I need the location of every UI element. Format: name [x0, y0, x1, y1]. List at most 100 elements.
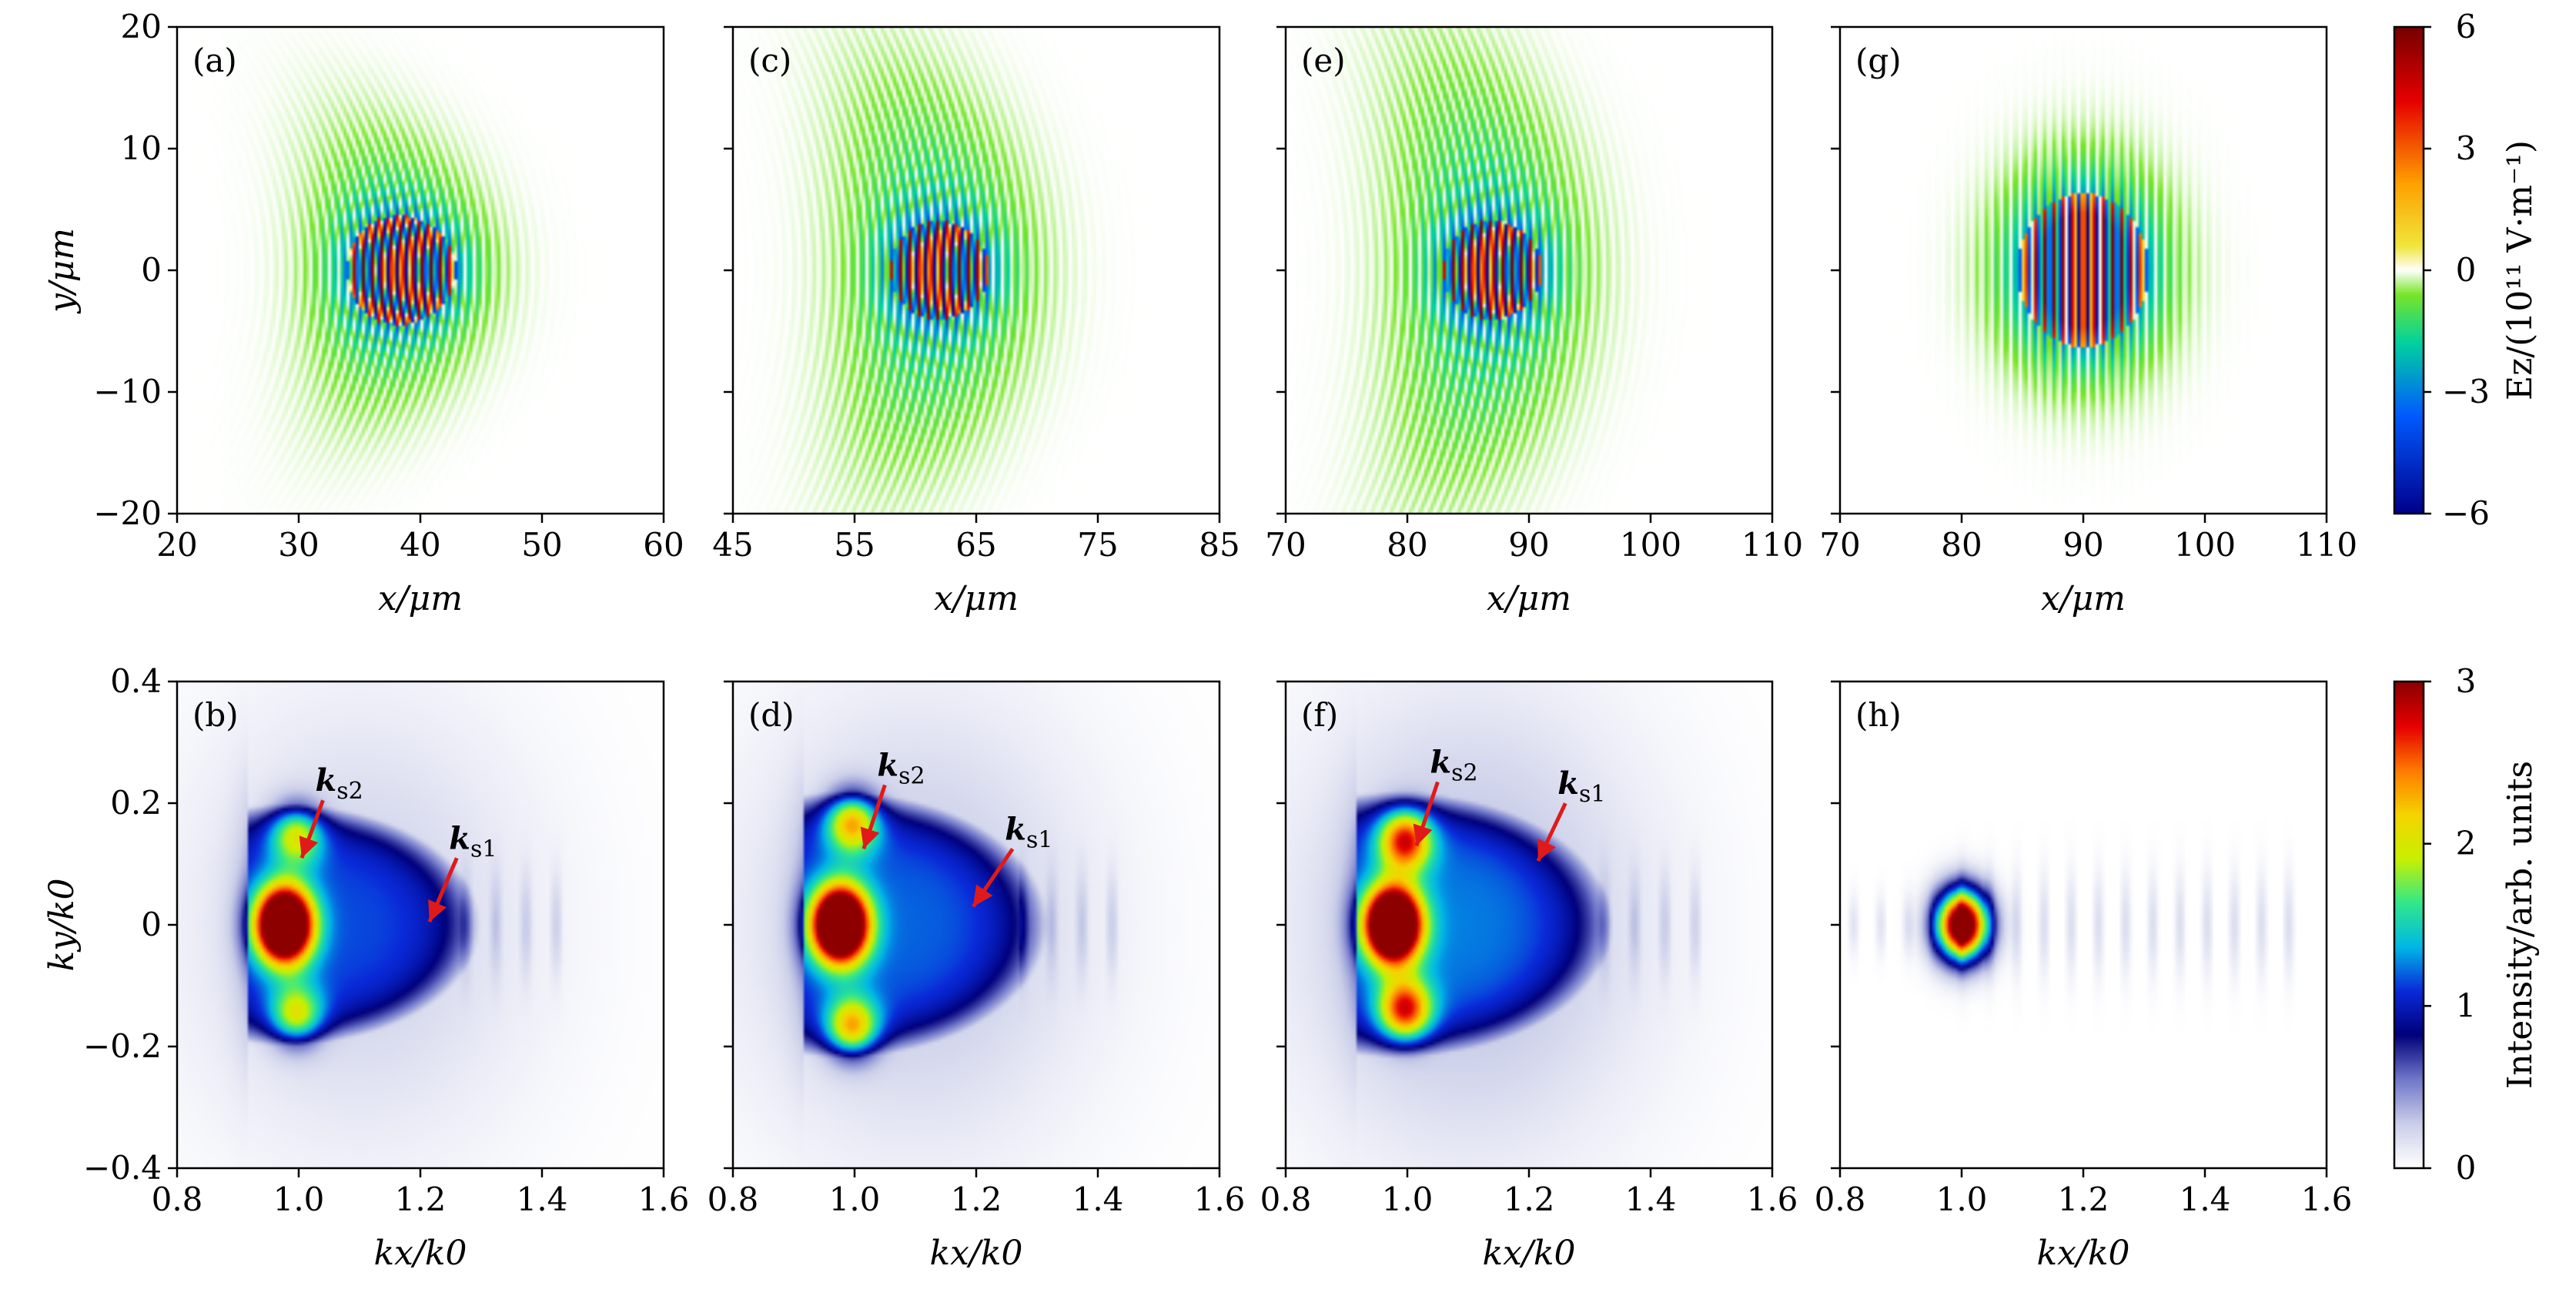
colorbar-gradient — [2394, 27, 2424, 514]
x-tick-label: 85 — [1199, 526, 1239, 564]
panel-d: 0.8 1.0 1.2 1.4 1.6 (d) kx/k0 ks2 ks1 — [708, 680, 1246, 1273]
x-tick-label: 1.2 — [1504, 1180, 1555, 1218]
x-tick-label: 60 — [643, 526, 684, 564]
x-tick-label: 0.8 — [1815, 1180, 1866, 1218]
x-tick-label: 1.0 — [1382, 1180, 1434, 1218]
panel-h: 0.8 1.0 1.2 1.4 1.6 (h) kx/k0 — [1815, 680, 2353, 1273]
x-axis-label: x/μm — [378, 579, 463, 618]
x-tick-label: 1.2 — [395, 1180, 447, 1218]
x-tick-label: 80 — [1387, 526, 1427, 564]
panel-e: 70 80 90 100 110 (e) x/μm — [1265, 25, 1803, 618]
panel-label: (d) — [748, 696, 795, 734]
heatmap-f — [1286, 681, 1772, 1168]
annotation-label: ks2 — [1430, 745, 1477, 787]
x-tick-label: 1.4 — [2180, 1180, 2231, 1218]
x-axis-label: kx/k0 — [930, 1234, 1023, 1273]
x-tick-label: 1.6 — [638, 1180, 690, 1218]
x-tick-label: 1.0 — [1936, 1180, 1988, 1218]
heatmap-g — [1840, 27, 2327, 514]
annotation-label: ks1 — [1005, 811, 1052, 853]
x-axis-label: kx/k0 — [2037, 1234, 2130, 1273]
x-tick-label: 1.2 — [2058, 1180, 2109, 1218]
annotation-arrowhead — [973, 884, 993, 907]
y-axis-label: ky/k0 — [42, 879, 82, 972]
annotation-label: ks1 — [449, 820, 497, 862]
heatmap-c — [733, 27, 1219, 514]
x-tick-label: 65 — [955, 526, 996, 564]
y-axis-label: y/μm — [42, 228, 82, 314]
heatmap-h — [1840, 681, 2327, 1168]
annotation-arrowhead — [860, 826, 880, 849]
x-axis-label: kx/k0 — [1483, 1234, 1576, 1273]
panel-a: 20 30 40 50 60 20 10 0 −10 −20 (a) x/μm y/μm — [42, 8, 684, 618]
panel-b: 0.8 1.0 1.2 1.4 1.6 0.4 0.2 0 −0.2 −0.4 (b) kx/k0 ky… — [42, 662, 689, 1273]
x-tick-label: 50 — [521, 526, 562, 564]
panel-label: (e) — [1301, 42, 1346, 79]
y-tick-label: −20 — [93, 494, 162, 532]
colorbar-tick-label: 2 — [2456, 825, 2477, 862]
colorbar-intensity: 3 2 1 0 Intensity/arb. units — [2393, 662, 2540, 1187]
panel-label: (a) — [192, 42, 237, 79]
x-axis-label: x/μm — [934, 579, 1019, 618]
x-tick-label: 75 — [1077, 526, 1118, 564]
x-tick-label: 30 — [278, 526, 319, 564]
x-tick-label: 0.8 — [152, 1180, 203, 1218]
x-tick-label: 90 — [1508, 526, 1549, 564]
x-tick-label: 0.8 — [1260, 1180, 1312, 1218]
panel-g: 70 80 90 100 110 (g) x/μm — [1819, 25, 2357, 618]
panel-label: (c) — [748, 42, 791, 79]
colorbar-tick-label: 0 — [2456, 1149, 2477, 1187]
colorbar-tick-label: −3 — [2442, 373, 2490, 410]
annotation-arrowhead — [1537, 838, 1556, 862]
x-tick-label: 1.6 — [1194, 1180, 1246, 1218]
colorbar-label: Ez/(10¹¹ V·m⁻¹) — [2501, 140, 2540, 400]
x-tick-label: 70 — [1819, 526, 1860, 564]
y-tick-label: −0.4 — [83, 1149, 162, 1187]
panel-label: (f) — [1301, 696, 1338, 734]
annotation-arrowhead — [428, 899, 447, 923]
colorbar-tick-label: 0 — [2456, 251, 2477, 289]
panel-c: 45 55 65 75 85 (c) x/μm — [712, 25, 1240, 618]
y-tick-label: −10 — [93, 373, 162, 410]
heatmap-a — [177, 27, 664, 514]
x-tick-label: 1.0 — [829, 1180, 881, 1218]
y-tick-label: 0 — [141, 906, 162, 943]
x-tick-label: 1.4 — [1072, 1180, 1124, 1218]
annotation-label: ks2 — [316, 762, 363, 805]
colorbar-tick-label: 3 — [2456, 662, 2477, 700]
annotation-label: ks2 — [877, 747, 925, 789]
panel-label: (g) — [1855, 42, 1902, 79]
colorbar-tick-label: 3 — [2456, 129, 2477, 167]
x-tick-label: 1.6 — [1747, 1180, 1798, 1218]
x-tick-label: 100 — [1620, 526, 1681, 564]
x-axis-label: x/μm — [1487, 579, 1571, 618]
x-tick-label: 1.4 — [1625, 1180, 1677, 1218]
x-tick-label: 20 — [156, 526, 197, 564]
x-tick-label: 100 — [2174, 526, 2236, 564]
x-tick-label: 110 — [2296, 526, 2357, 564]
y-tick-label: 0 — [141, 251, 162, 289]
x-tick-label: 70 — [1265, 526, 1306, 564]
y-tick-label: 0.2 — [110, 784, 162, 822]
x-tick-label: 1.6 — [2301, 1180, 2353, 1218]
x-axis-label: x/μm — [2041, 579, 2126, 618]
annotation-arrowhead — [299, 836, 319, 859]
x-axis-label: kx/k0 — [374, 1234, 467, 1273]
colorbar-field: 6 3 0 −3 −6 Ez/(10¹¹ V·m⁻¹) — [2393, 8, 2540, 532]
x-tick-label: 55 — [834, 526, 875, 564]
heatmap-b — [177, 681, 664, 1168]
x-tick-label: 90 — [2062, 526, 2103, 564]
x-tick-label: 1.2 — [951, 1180, 1002, 1218]
x-tick-label: 40 — [400, 526, 440, 564]
panel-f: 0.8 1.0 1.2 1.4 1.6 (f) kx/k0 ks2 ks1 — [1260, 680, 1798, 1273]
colorbar-tick-label: −6 — [2442, 494, 2490, 532]
y-tick-label: 10 — [121, 129, 162, 167]
heatmap-d — [733, 681, 1219, 1168]
x-tick-label: 45 — [712, 526, 753, 564]
y-tick-label: −0.2 — [83, 1027, 162, 1065]
y-tick-label: 0.4 — [110, 662, 162, 700]
colorbar-tick-label: 6 — [2456, 8, 2477, 45]
x-tick-label: 1.0 — [273, 1180, 325, 1218]
panel-label: (h) — [1855, 696, 1902, 734]
